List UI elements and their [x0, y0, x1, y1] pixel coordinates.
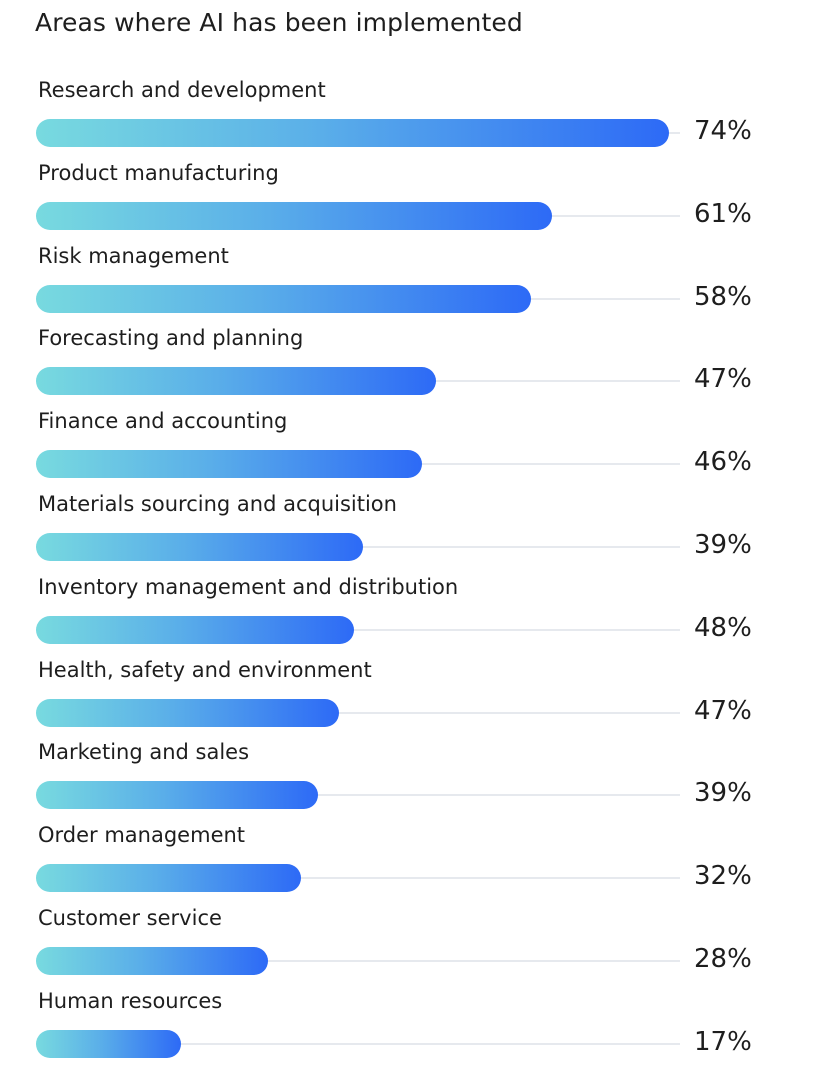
bar-value-label: 46% [694, 447, 752, 478]
bar-fill [36, 119, 669, 147]
bar-row: Order management 32% [0, 823, 814, 903]
bar-category-label: Health, safety and environment [38, 657, 372, 682]
bar-track [36, 628, 680, 631]
chart-title: Areas where AI has been implemented [35, 8, 523, 37]
bar-fill [36, 781, 318, 810]
bar-category-label: Product manufacturing [38, 160, 279, 185]
bar-row: Risk management 58% [0, 244, 814, 324]
bar-fill [36, 367, 436, 396]
bar-track [36, 794, 680, 797]
bar-row: Health, safety and environment 47% [0, 658, 814, 738]
bar-value-label: 47% [694, 364, 752, 395]
bar-value-label: 48% [694, 612, 752, 643]
bar-category-label: Materials sourcing and acquisition [38, 492, 397, 516]
bar-value-label: 74% [694, 116, 752, 146]
bar-category-label: Risk management [38, 243, 229, 268]
bar-value-label: 28% [694, 944, 752, 974]
bar-value-label: 39% [694, 778, 752, 809]
bar-value-label: 47% [694, 695, 752, 726]
bar-row: Research and development 74% [0, 78, 814, 158]
bar-value-label: 61% [694, 198, 752, 229]
bar-row: Materials sourcing and acquisition 39% [0, 492, 814, 572]
bar-value-label: 58% [694, 281, 752, 312]
bar-category-label: Finance and accounting [38, 409, 288, 434]
bar-row: Customer service 28% [0, 906, 814, 986]
bar-fill [36, 864, 301, 893]
bar-value-label: 39% [694, 530, 752, 560]
bar-track [36, 711, 680, 714]
bar-row: Inventory management and distribution 48% [0, 575, 814, 655]
bar-category-label: Order management [38, 823, 246, 848]
bar-row: Human resources 17% [0, 989, 814, 1069]
bar-track [36, 960, 680, 962]
bar-value-label: 32% [694, 861, 752, 892]
bar-category-label: Marketing and sales [38, 740, 250, 765]
bar-category-label: Inventory management and distribution [38, 574, 459, 599]
bar-fill [36, 947, 268, 975]
bar-track [36, 877, 680, 880]
bar-category-label: Human resources [38, 988, 223, 1013]
bar-category-label: Research and development [38, 78, 326, 102]
bar-row: Marketing and sales 39% [0, 740, 814, 820]
bar-row: Finance and accounting 46% [0, 409, 814, 489]
bar-track [36, 1042, 680, 1045]
bar-row: Forecasting and planning 47% [0, 326, 814, 406]
bar-row: Product manufacturing 61% [0, 161, 814, 241]
bar-fill [36, 450, 422, 479]
bar-fill [36, 284, 531, 313]
bar-fill [36, 533, 363, 561]
bar-category-label: Customer service [38, 906, 222, 930]
bar-fill [36, 1029, 181, 1058]
bar-fill [36, 615, 354, 644]
bar-fill [36, 698, 339, 727]
bar-category-label: Forecasting and planning [38, 326, 304, 351]
bar-fill [36, 201, 552, 230]
bar-value-label: 17% [694, 1026, 752, 1057]
